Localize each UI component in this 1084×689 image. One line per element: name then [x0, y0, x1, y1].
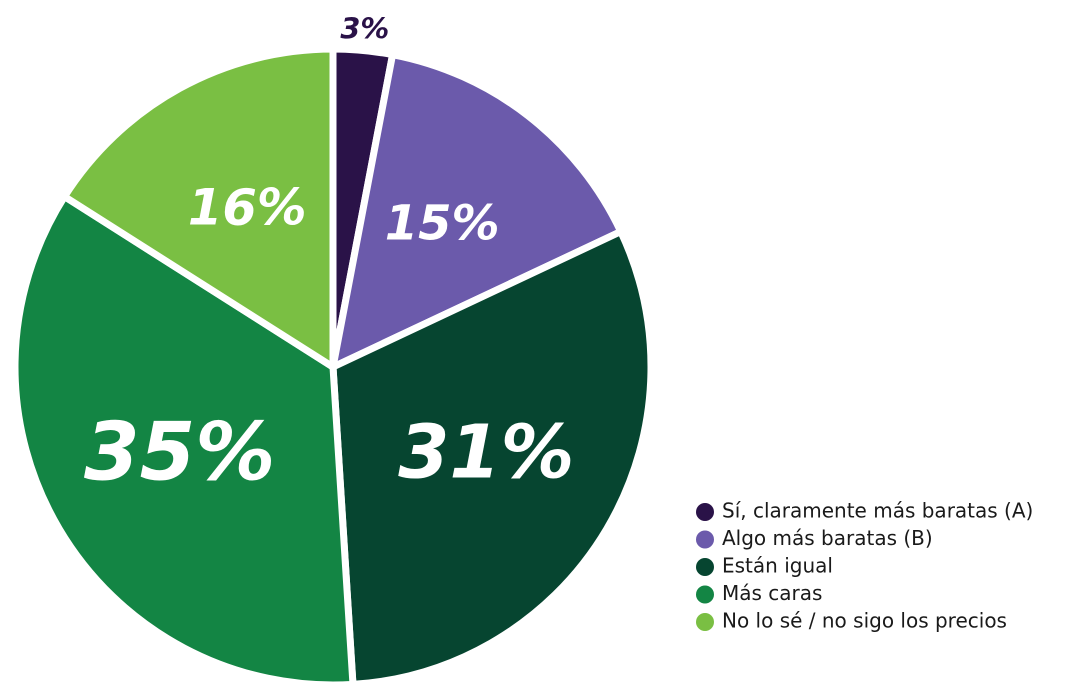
- legend-swatch: [696, 558, 714, 576]
- legend-swatch: [696, 503, 714, 521]
- legend-swatch: [696, 585, 714, 604]
- slice-label: 15%: [385, 195, 500, 251]
- legend-label: Algo más baratas (B): [722, 526, 933, 550]
- slice-label: 31%: [398, 411, 574, 496]
- pie-slice: [59, 45, 337, 374]
- legend-swatch: [696, 613, 714, 631]
- pie-slice: [328, 50, 626, 374]
- legend-label: Están igual: [722, 554, 833, 578]
- slice-label: 35%: [84, 406, 275, 499]
- legend-swatch: [696, 530, 714, 549]
- slice-label: 3%: [340, 12, 389, 46]
- pie-slice: [11, 191, 357, 689]
- legend-label: Más caras: [722, 581, 822, 605]
- legend-label: No lo sé / no sigo los precios: [722, 609, 1007, 633]
- legend-label: Sí, claramente más baratas (A): [722, 499, 1033, 523]
- slice-label: 16%: [188, 178, 307, 236]
- pie-slice: [329, 226, 655, 689]
